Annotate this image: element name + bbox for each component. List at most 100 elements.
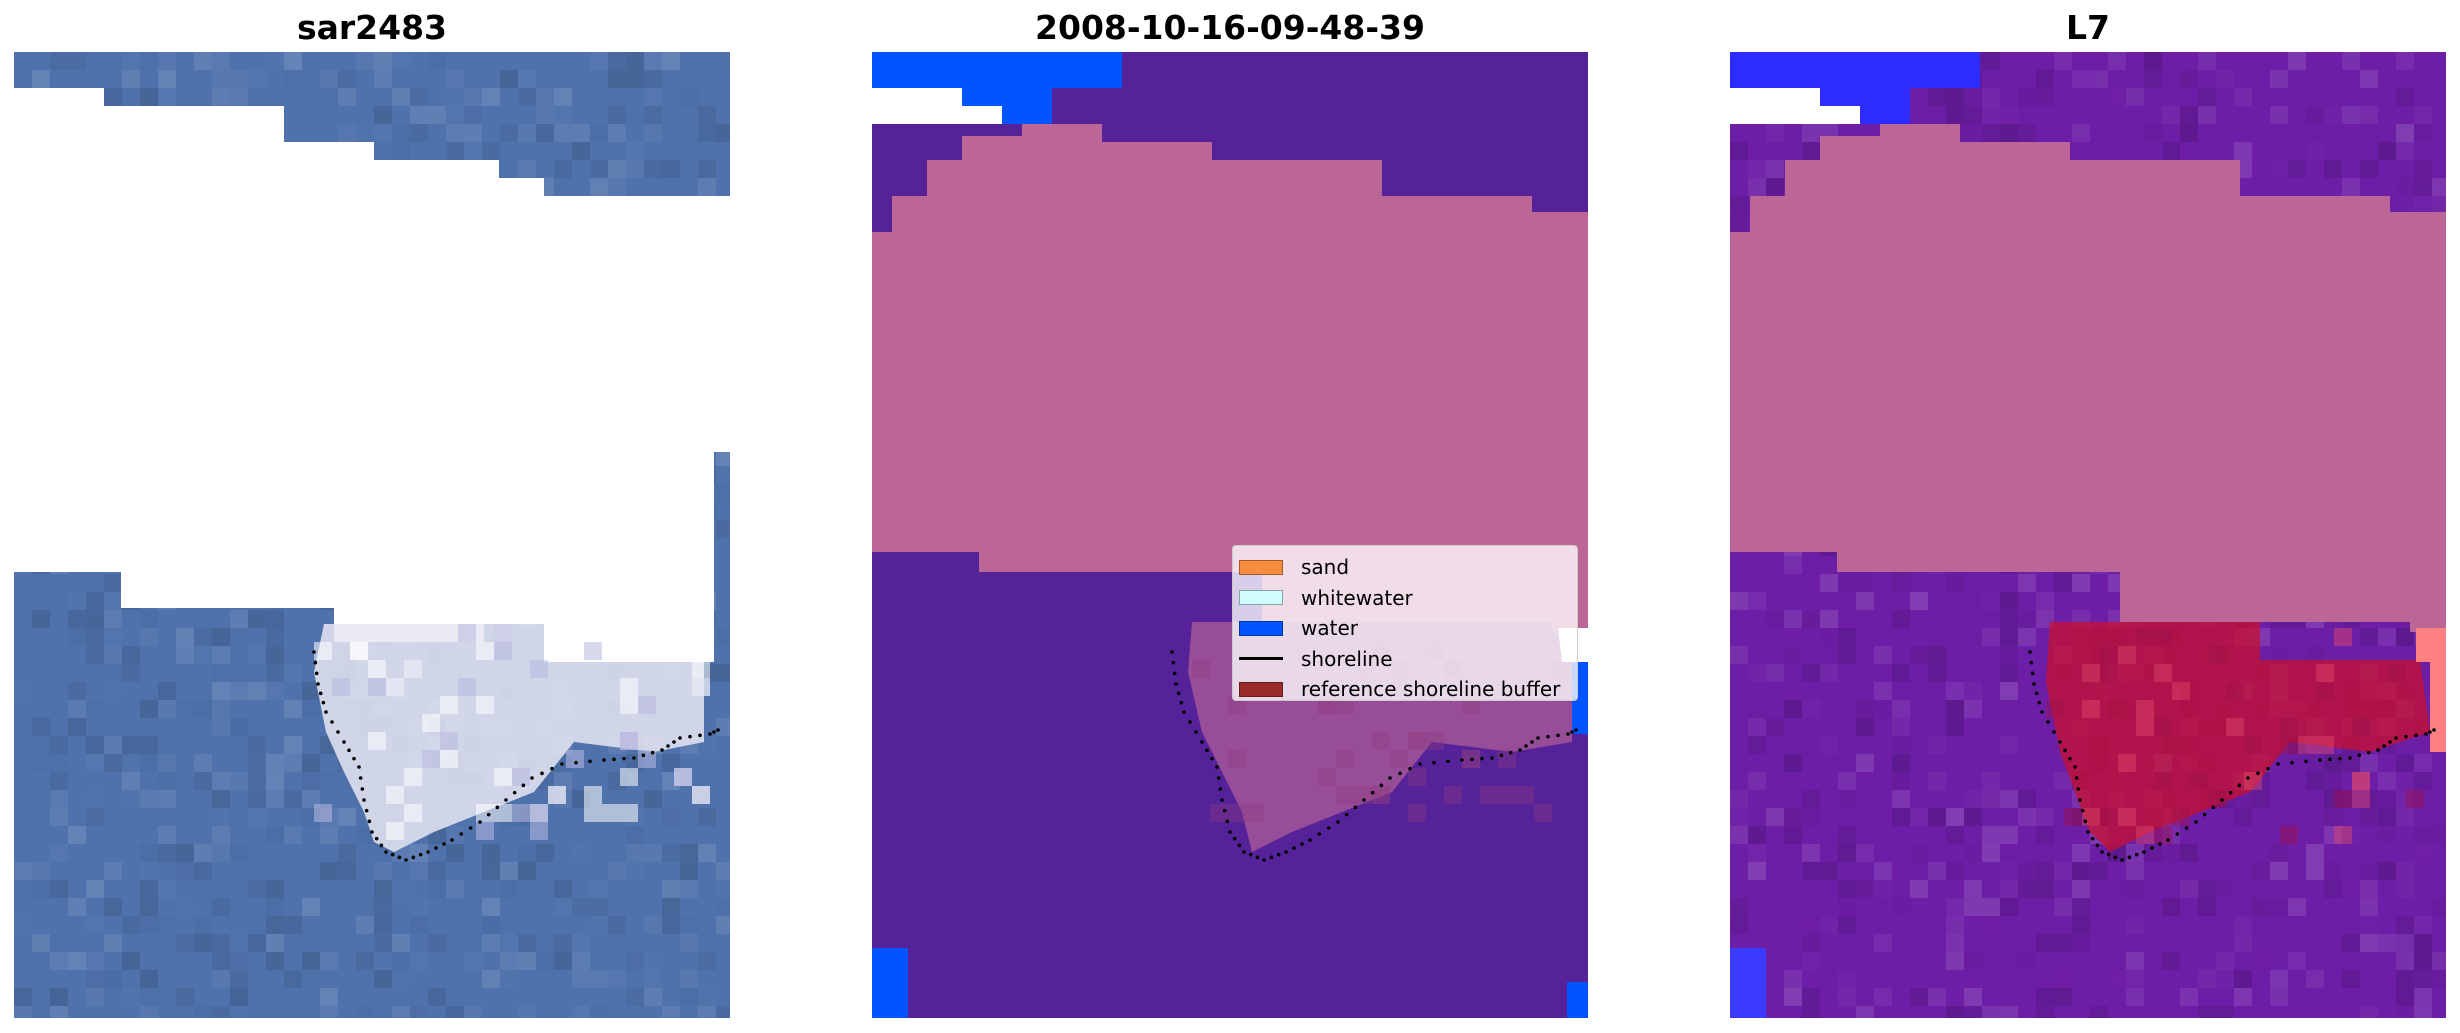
pixel-cell xyxy=(1928,772,1946,790)
pixel-cell xyxy=(68,700,86,718)
buffer-cell xyxy=(2208,646,2226,664)
pixel-cell xyxy=(1964,628,1982,646)
whitewater-cell xyxy=(386,678,404,696)
shoreline-dot xyxy=(1210,756,1214,761)
pixel-cell xyxy=(1946,934,1964,952)
buffer-cell xyxy=(2172,682,2190,700)
pixel-cell xyxy=(2036,808,2054,826)
pixel-cell xyxy=(482,970,500,988)
shoreline-dots xyxy=(2028,650,2436,862)
pixel-cell xyxy=(1910,808,1928,826)
pixel-cell xyxy=(1856,592,1874,610)
pixel-cell xyxy=(1802,790,1820,808)
buffer-cell xyxy=(2352,790,2370,808)
pixel-cell xyxy=(662,790,680,808)
water-blue-patch-bottom-right xyxy=(1567,982,1588,1018)
pixel-cell xyxy=(2234,88,2252,106)
pixel-cell xyxy=(2216,862,2234,880)
pixel-cell xyxy=(1748,160,1766,178)
surf-zone-cell xyxy=(1336,750,1354,768)
pixel-cell xyxy=(716,484,730,502)
pixel-cell xyxy=(1964,700,1982,718)
pixel-cell xyxy=(230,718,248,736)
pixel-cell xyxy=(464,106,482,124)
pixel-cell xyxy=(230,844,248,862)
pixel-cell xyxy=(1766,808,1784,826)
buffer-cell xyxy=(2082,700,2100,718)
shoreline-dot xyxy=(2058,740,2062,744)
pixel-cell xyxy=(1982,1006,2000,1018)
shoreline-dot xyxy=(486,812,491,817)
pixel-cell xyxy=(680,880,698,898)
pixel-cell xyxy=(248,754,266,772)
water-blue-patch-top xyxy=(872,52,1122,124)
pixel-cell xyxy=(158,916,176,934)
pixel-cell xyxy=(2000,628,2018,646)
shoreline-dot xyxy=(1188,720,1192,724)
panel-rgb-image: sar2483 xyxy=(14,0,730,1033)
pixel-cell xyxy=(50,934,68,952)
pixel-cell xyxy=(14,862,32,880)
shoreline-dot xyxy=(712,730,716,734)
pixel-cell xyxy=(1964,988,1982,1006)
pixel-cell xyxy=(212,1006,230,1018)
pixel-cell xyxy=(2396,160,2414,178)
pixel-cell xyxy=(1964,682,1982,700)
pixel-cell xyxy=(338,70,356,88)
whitewater-cell xyxy=(458,624,476,642)
panel-title-rgb: sar2483 xyxy=(296,8,448,47)
pixel-cell xyxy=(482,862,500,880)
pixel-cell xyxy=(2324,106,2342,124)
pixel-cell xyxy=(230,970,248,988)
pixel-cell xyxy=(698,106,716,124)
shoreline-dot xyxy=(370,830,374,834)
pixel-cell xyxy=(248,880,266,898)
pixel-cell xyxy=(2018,808,2036,826)
pixel-cell xyxy=(608,178,626,196)
pixel-cell xyxy=(194,862,212,880)
pixel-cell xyxy=(266,610,284,628)
pixel-cell xyxy=(302,700,320,718)
surf-zone-cell xyxy=(1354,786,1372,804)
buffer-cell xyxy=(2154,772,2172,790)
pixel-cell xyxy=(1748,736,1766,754)
pixel-cell xyxy=(302,898,320,916)
pixel-cell xyxy=(2414,1006,2432,1018)
pixel-cell xyxy=(1892,664,1910,682)
pixel-cell xyxy=(2306,862,2324,880)
shoreline-dot xyxy=(612,757,616,762)
pixel-cell xyxy=(2252,70,2270,88)
pixel-cell xyxy=(86,952,104,970)
shoreline-dot xyxy=(2276,762,2280,766)
shoreline-dot xyxy=(1269,855,1274,860)
pixel-cell xyxy=(50,844,68,862)
pixel-cell xyxy=(2396,754,2414,772)
pixel-cell xyxy=(1892,718,1910,736)
shoreline-dot xyxy=(1446,759,1450,764)
pixel-cell xyxy=(2180,70,2198,88)
pixel-cell xyxy=(302,970,320,988)
pixel-cell xyxy=(284,790,302,808)
panel-title-overlay: L7 xyxy=(2066,8,2110,47)
whitewater-patch xyxy=(314,624,704,852)
pixel-cell xyxy=(2234,970,2252,988)
pixel-cell xyxy=(158,700,176,718)
pixel-cell xyxy=(2378,772,2396,790)
pixel-cell xyxy=(2252,952,2270,970)
pixel-cell xyxy=(518,160,536,178)
pixel-cell xyxy=(2054,52,2072,70)
pixel-cell xyxy=(2324,826,2342,844)
pixel-cell xyxy=(2198,52,2216,70)
whitewater-cell xyxy=(440,732,458,750)
pixel-cell xyxy=(194,754,212,772)
pixel-cell xyxy=(2396,988,2414,1006)
pixel-cell xyxy=(1892,610,1910,628)
pixel-cell xyxy=(32,718,50,736)
overlay-blue-patch-top xyxy=(1730,52,1980,124)
rgb-image-plot xyxy=(14,52,730,1018)
whitewater-cell xyxy=(494,642,512,660)
pixel-cell xyxy=(1838,970,1856,988)
pixel-cell xyxy=(698,124,716,142)
surf-zone-cell xyxy=(1444,786,1462,804)
shoreline-dot xyxy=(2338,756,2342,761)
